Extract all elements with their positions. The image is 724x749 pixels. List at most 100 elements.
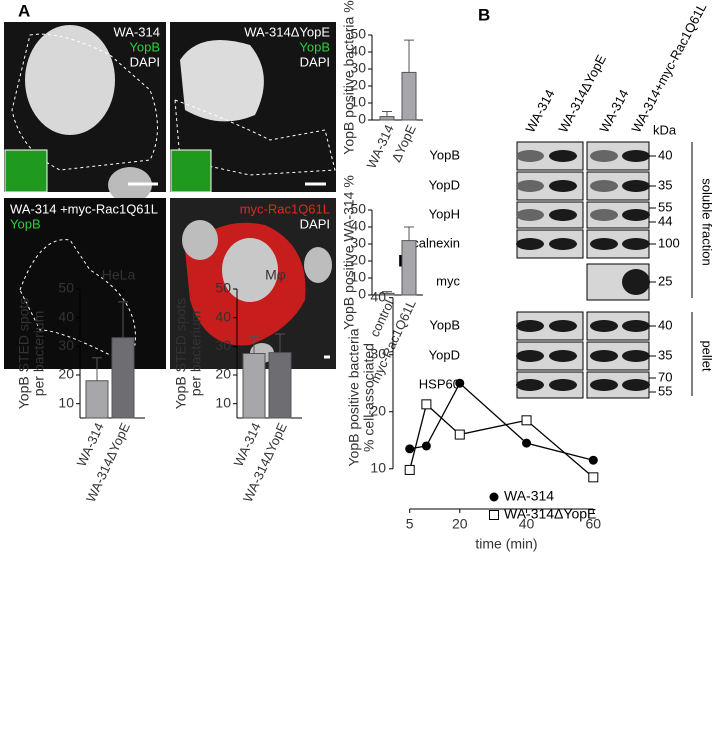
y-axis-label: YopB STED spots <box>173 298 189 410</box>
y-axis-label: per bacterium <box>31 311 47 397</box>
marker-label: 44 <box>658 213 672 228</box>
y-tick-label: 40 <box>58 308 74 324</box>
bar <box>379 116 395 121</box>
band <box>516 180 544 192</box>
marker-label: 100 <box>658 235 680 250</box>
band <box>549 320 577 332</box>
marker-label: 40 <box>658 147 672 162</box>
band <box>549 180 577 192</box>
x-axis-label: time (min) <box>475 536 537 552</box>
point <box>588 472 599 483</box>
legend-marker <box>489 492 499 502</box>
band <box>622 320 650 332</box>
image-label: WA-314ΔYopE <box>244 24 330 39</box>
bar <box>401 71 417 121</box>
lane-label: WA-314+myc-Rac1Q61L <box>628 0 709 135</box>
band <box>549 238 577 250</box>
y-tick-label: 20 <box>350 77 366 93</box>
micrograph <box>4 22 166 203</box>
row-label: HSP60 <box>419 376 460 391</box>
band <box>549 350 577 362</box>
band <box>516 320 544 332</box>
image-label: WA-314 <box>114 24 160 39</box>
image-label: DAPI <box>300 216 330 231</box>
band <box>549 379 577 391</box>
band <box>516 209 544 221</box>
band <box>516 238 544 250</box>
y-tick-label: 30 <box>350 235 366 251</box>
y-tick-label: 0 <box>358 286 366 302</box>
row-label: YopB <box>429 317 460 332</box>
band <box>622 238 650 250</box>
fraction-label: soluble fraction <box>700 178 715 265</box>
band <box>516 350 544 362</box>
lane-label: WA-314 <box>596 87 631 135</box>
band <box>590 150 618 162</box>
y-axis-label: YopB positive bacteria % <box>341 0 357 154</box>
y-tick-label: 10 <box>58 394 74 410</box>
y-tick-label: 30 <box>215 337 231 353</box>
y-tick-label: 20 <box>58 366 74 382</box>
image-label: myc-Rac1Q61L <box>240 201 330 216</box>
x-tick-label: 40 <box>519 516 535 532</box>
micrograph <box>4 198 166 369</box>
y-tick-label: 30 <box>350 60 366 76</box>
y-tick-label: 10 <box>350 269 366 285</box>
marker-label: 55 <box>658 199 672 214</box>
marker-label: 35 <box>658 347 672 362</box>
marker-label: 25 <box>658 273 672 288</box>
panel-letter: B <box>478 5 490 24</box>
band <box>590 180 618 192</box>
row-label: YopH <box>429 206 460 221</box>
bar <box>268 352 292 419</box>
point <box>405 444 415 454</box>
band <box>622 150 650 162</box>
point <box>404 464 415 475</box>
y-tick-label: 20 <box>215 366 231 382</box>
unit-label: kDa <box>653 122 677 137</box>
row-label: myc <box>436 273 460 288</box>
marker-label: 70 <box>658 369 672 384</box>
point <box>455 378 465 388</box>
y-tick-label: 50 <box>350 201 366 217</box>
band <box>516 150 544 162</box>
band <box>590 209 618 221</box>
image-label: YopB <box>299 39 330 54</box>
x-tick-label: 60 <box>586 516 602 532</box>
band <box>622 209 650 221</box>
row-label: YopD <box>429 177 460 192</box>
band <box>590 238 618 250</box>
y-axis-label: per bacterium <box>188 311 204 397</box>
image-label: YopB <box>129 39 160 54</box>
y-tick-label: 40 <box>215 308 231 324</box>
y-tick-label: 10 <box>370 459 386 475</box>
annotation: * <box>120 285 125 300</box>
y-tick-label: 10 <box>215 394 231 410</box>
bar <box>242 353 266 419</box>
legend-label: WA-314ΔYopE <box>504 506 596 522</box>
chart-title: Mφ <box>265 267 286 283</box>
y-tick-label: 30 <box>370 345 386 361</box>
y-tick-label: 0 <box>358 111 366 127</box>
y-axis-label: % cell-associated <box>361 343 377 452</box>
row-label: YopD <box>429 347 460 362</box>
image-label: DAPI <box>130 54 160 69</box>
marker-label: 55 <box>658 383 672 398</box>
fraction-label: pellet <box>700 340 715 371</box>
bar <box>401 240 417 296</box>
x-tick-label: 20 <box>452 516 468 532</box>
y-tick-label: 10 <box>350 94 366 110</box>
point <box>588 455 598 465</box>
y-tick-label: 40 <box>350 43 366 59</box>
x-tick-label: WA-314 <box>364 122 397 170</box>
image-label: DAPI <box>300 54 330 69</box>
image-label: WA-314 +myc-Rac1Q61L <box>10 201 158 216</box>
row-label: YopB <box>429 147 460 162</box>
legend-label: WA-314 <box>504 488 554 504</box>
point <box>421 399 432 410</box>
lane-label: WA-314 <box>522 87 557 135</box>
y-tick-label: 40 <box>350 218 366 234</box>
micrograph <box>170 22 336 193</box>
image-label: YopB <box>10 216 41 231</box>
